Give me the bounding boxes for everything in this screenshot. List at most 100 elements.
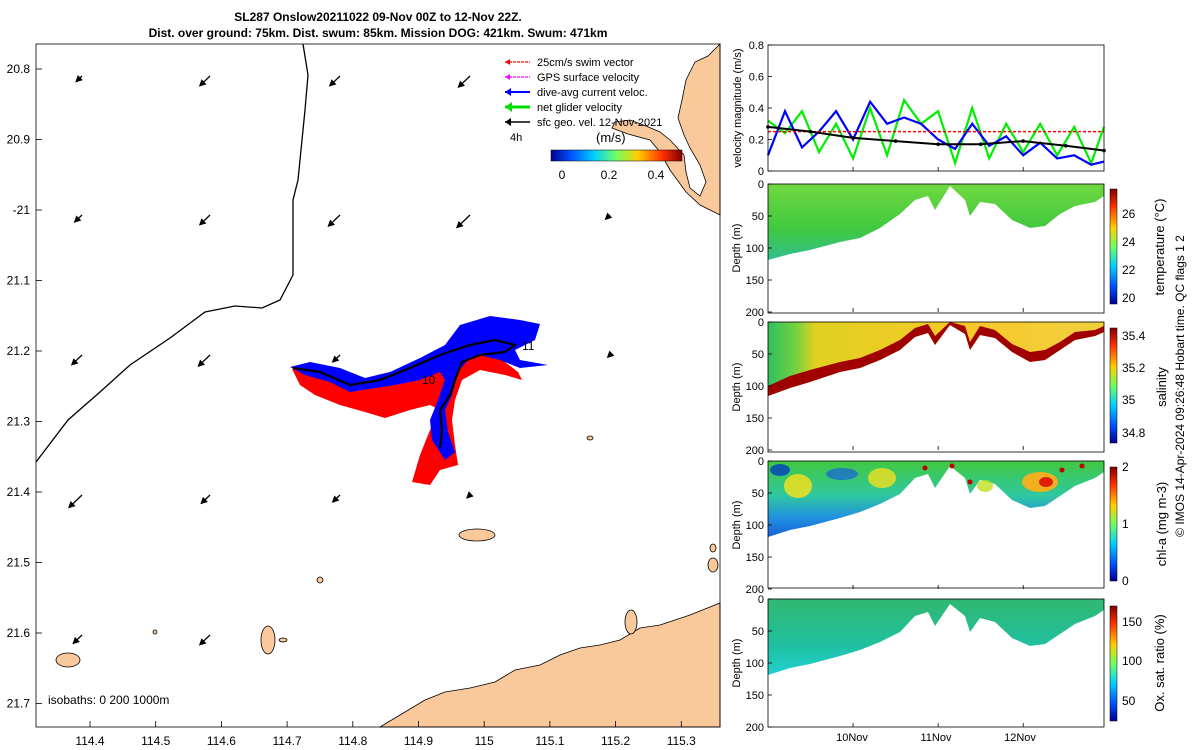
depth-tick: 50 [752, 211, 764, 223]
depth-tick: 0 [758, 594, 764, 606]
geo-velocity-arrow [72, 634, 83, 645]
depth-label: Depth (m) [731, 363, 743, 412]
geo-velocity-arrow [327, 214, 341, 228]
island [260, 625, 276, 655]
depth-tick: 200 [746, 307, 764, 319]
geo-velocity-arrow [198, 75, 211, 87]
island [586, 435, 594, 441]
svg-text:25cm/s swim vector: 25cm/s swim vector [537, 57, 634, 69]
salinity-high-layer [768, 322, 1104, 396]
velocity-ylabel: velocity magnitude (m/s) [732, 48, 744, 167]
depth-tick: 200 [746, 722, 764, 734]
map-x-tick-label: 114.9 [404, 734, 433, 748]
depth-tick: 150 [746, 690, 764, 702]
x-tick-11nov: 11Nov [921, 732, 952, 744]
swim-vector-band [292, 348, 522, 485]
geo-velocity-arrow [331, 354, 341, 363]
depth-label: Depth (m) [731, 501, 743, 550]
sfc-geo-velocity-arrows [67, 75, 615, 646]
map-y-tick-label: -21 [13, 203, 31, 217]
velocity-y-tick: 0.2 [749, 135, 764, 147]
chla-colorbar-ticks: 0 1 2 [1122, 460, 1129, 588]
island [152, 629, 158, 635]
cbar-tick: 150 [1122, 615, 1142, 629]
velocity-y-tick: 0 [758, 166, 764, 178]
day-label-11: 11 [522, 339, 535, 353]
velocity-series-line [766, 99, 1105, 166]
island [278, 637, 288, 643]
map-x-tick-label: 114.4 [75, 734, 104, 748]
map-frame [35, 43, 721, 728]
oxygen-depth-axis: 0 50 100 150 200 [746, 594, 1024, 734]
depth-tick: 50 [752, 626, 764, 638]
svg-text:net glider velocity: net glider velocity [537, 102, 622, 114]
cbar-tick: 50 [1122, 694, 1136, 708]
map-x-axis: 114.4 114.5 114.6 114.7 114.8 114.9 115 115.1 11… [75, 721, 696, 748]
plot-title-line2: Dist. over ground: 75km. Dist. swum: 85k… [148, 26, 608, 40]
legend-item-net-velocity: net glider velocity [505, 102, 622, 114]
plot-title-line1: SL287 Onslow20211022 09-Nov 00Z to 12-No… [234, 10, 522, 24]
map-x-tick-label: 115.1 [535, 734, 564, 748]
velocity-point [1021, 139, 1025, 143]
velocity-point [1063, 144, 1068, 148]
chla-depth-axis: 0 50 100 150 200 [746, 456, 1024, 596]
cbar-tick: 20 [1122, 291, 1136, 305]
isobaths-label: isobaths: 0 200 1000m [48, 693, 169, 707]
x-tick-10nov: 10Nov [836, 732, 868, 744]
island [55, 652, 81, 668]
map-x-tick-label: 115.3 [667, 734, 696, 748]
svg-text:dive-avg current veloc.: dive-avg current veloc. [537, 87, 648, 99]
map-x-tick-label: 114.7 [273, 734, 302, 748]
cbar-tick: 2 [1122, 460, 1129, 474]
svg-text:sfc geo. vel. 12-Nov-2021: sfc geo. vel. 12-Nov-2021 [537, 117, 662, 129]
glider-track [292, 338, 518, 449]
geo-velocity-arrow [466, 491, 474, 499]
legend-item-gps-velocity: GPS surface velocity [505, 72, 640, 84]
depth-tick: 100 [746, 381, 764, 393]
depth-tick: 50 [752, 349, 764, 361]
velocity-point [893, 139, 898, 143]
geo-velocity-arrow [67, 494, 83, 509]
island [624, 609, 638, 635]
chla-patches [770, 463, 1085, 498]
map-y-tick-label: 21.7 [7, 697, 31, 711]
geo-velocity-arrow [331, 494, 341, 503]
velocity-point [851, 136, 855, 140]
cbar-tick: 22 [1122, 263, 1136, 277]
colorbar-title: (m/s) [596, 130, 626, 145]
day-label-10: 10 [422, 373, 436, 387]
depth-tick: 0 [758, 179, 764, 191]
map-x-tick-label: 114.6 [207, 734, 236, 748]
legend-item-swim-vector: 25cm/s swim vector [505, 57, 634, 69]
depth-label: Depth (m) [731, 639, 743, 688]
cbar-tick: 35.2 [1122, 361, 1146, 375]
map-y-tick-label: 21.4 [7, 485, 31, 499]
velocity-point [808, 129, 813, 134]
oxygen-colorbar [1109, 605, 1118, 722]
map-y-axis: 20.8 20.9 -21 21.1 21.2 21.3 21.4 21.5 21.6 21.7 [7, 62, 42, 711]
cbar-tick: 34.8 [1122, 426, 1146, 440]
map-legend: 25cm/s swim vector GPS surface velocity … [505, 57, 683, 182]
salinity-colorbar-ticks: 34.8 35 35.2 35.4 [1122, 329, 1146, 440]
colorbar-tick: 0 [559, 168, 566, 182]
depth-tick: 100 [746, 243, 764, 255]
oxygen-field [768, 599, 1104, 675]
geo-velocity-arrow [200, 494, 211, 505]
geo-velocity-arrow [606, 350, 615, 359]
velocity-y-tick: 0.4 [749, 103, 764, 115]
geo-velocity-arrow [457, 75, 471, 89]
salinity-section-panel: 0 50 100 150 200 Depth (m) 34.8 35 35.2 35.4… [731, 317, 1169, 457]
depth-tick: 100 [746, 520, 764, 532]
oxygen-section-panel: 0 50 100 150 200 Depth (m) 50 100 150 Ox. sa… [731, 594, 1167, 744]
map-y-tick-label: 21.2 [7, 344, 31, 358]
depth-tick: 100 [746, 658, 764, 670]
depth-label: Depth (m) [731, 224, 743, 273]
map-panel: 10 11 25cm/s swim vector GPS surface vel… [7, 43, 721, 748]
chla-frame [767, 460, 1105, 589]
map-x-tick-label: 115.2 [601, 734, 630, 748]
geo-velocity-arrow [70, 354, 83, 366]
geo-velocity-arrow [604, 212, 613, 221]
isobath-contour [35, 43, 309, 463]
map-y-tick-label: 21.6 [7, 626, 31, 640]
legend-item-geo-velocity: sfc geo. vel. 12-Nov-2021 [505, 117, 662, 129]
